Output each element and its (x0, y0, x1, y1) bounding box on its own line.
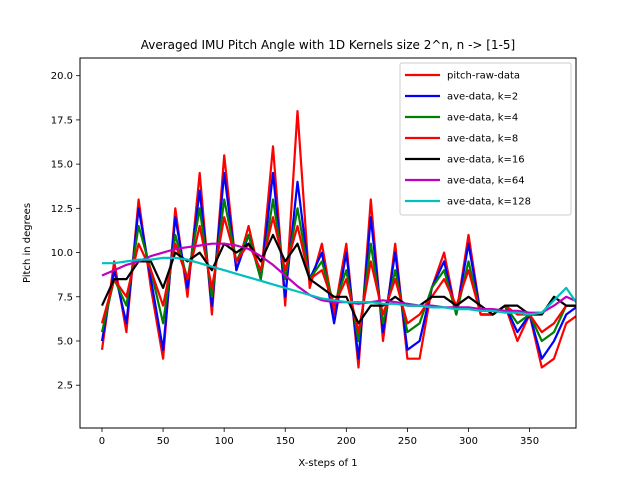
legend: pitch-raw-data ave-data, k=2 ave-data, k=4… (399, 62, 572, 216)
y-tick-label: 5.0 (57, 336, 73, 347)
x-tick-label: 350 (520, 436, 539, 447)
y-tick-label: 15.0 (51, 160, 73, 171)
y-tick-label: 12.5 (51, 204, 73, 215)
legend-label-0: pitch-raw-data (447, 71, 520, 82)
y-tick-label: 7.5 (57, 292, 73, 303)
x-tick-label: 200 (337, 436, 356, 447)
x-tick-label: 250 (398, 436, 417, 447)
x-tick-label: 100 (215, 436, 234, 447)
legend-label-6: ave-data, k=128 (447, 197, 531, 208)
x-tick-label: 0 (99, 436, 105, 447)
chart-title: Averaged IMU Pitch Angle with 1D Kernels… (141, 38, 516, 52)
legend-label-4: ave-data, k=16 (447, 155, 525, 166)
legend-label-5: ave-data, k=64 (447, 176, 525, 187)
y-tick-label: 10.0 (51, 248, 73, 259)
y-tick-label: 17.5 (51, 115, 73, 126)
y-tick-label: 20.0 (51, 71, 73, 82)
y-axis-label: Pitch in degrees (22, 203, 33, 283)
series-line-6 (102, 256, 576, 316)
x-tick-label: 300 (459, 436, 478, 447)
x-axis-label: X-steps of 1 (298, 458, 357, 469)
legend-label-2: ave-data, k=4 (447, 113, 518, 124)
y-axis: 2.5 5.0 7.5 10.0 12.5 15.0 17.5 20.0 (51, 71, 80, 392)
x-tick-label: 150 (276, 436, 295, 447)
x-tick-label: 50 (157, 436, 170, 447)
legend-box (399, 62, 572, 216)
legend-label-3: ave-data, k=8 (447, 134, 518, 145)
x-axis: 0 50 100 150 200 250 300 350 (99, 428, 539, 447)
y-tick-label: 2.5 (57, 381, 73, 392)
series-layer (100, 109, 576, 369)
plot-frame (79, 57, 577, 429)
legend-label-1: ave-data, k=2 (447, 92, 518, 103)
